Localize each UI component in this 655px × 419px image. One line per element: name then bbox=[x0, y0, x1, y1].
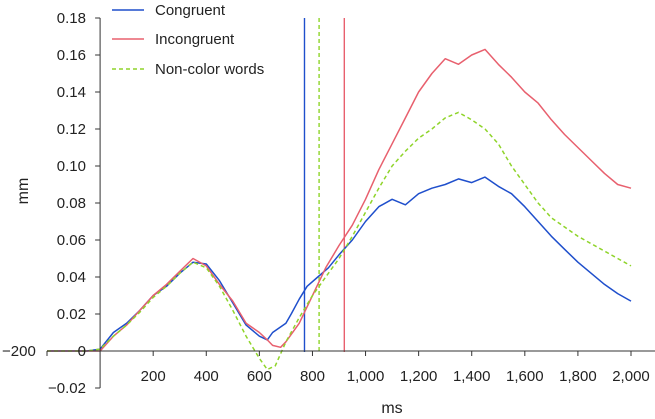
series-lines bbox=[47, 48, 632, 371]
legend: Congruent Incongruent Non-color words bbox=[112, 2, 264, 78]
x-tick-label: 400 bbox=[194, 368, 219, 385]
x-tick-label: −200 bbox=[2, 343, 36, 360]
x-axis-title: ms bbox=[381, 400, 402, 417]
x-tick-label: 2,000 bbox=[612, 368, 650, 385]
x-tick-label: 1,000 bbox=[347, 368, 385, 385]
x-tick-label: 600 bbox=[247, 368, 272, 385]
y-tick-label: 0.18 bbox=[57, 10, 86, 27]
axes: −200 200 400 600 800 1,000 1,200 1,400 1,600 1,80… bbox=[2, 10, 655, 417]
legend-label-non-color-words: Non-color words bbox=[155, 61, 264, 78]
y-tick-label: 0.02 bbox=[57, 306, 86, 323]
y-tick-label: 0 bbox=[78, 343, 86, 360]
plot-area bbox=[47, 18, 632, 371]
y-tick-label: 0.08 bbox=[57, 195, 86, 212]
legend-label-incongruent: Incongruent bbox=[155, 31, 235, 48]
x-tick-label: 1,600 bbox=[506, 368, 544, 385]
y-tick-label: 0.06 bbox=[57, 232, 86, 249]
y-tick-label: 0.10 bbox=[57, 158, 86, 175]
legend-label-congruent: Congruent bbox=[155, 2, 226, 19]
x-tick-label: 800 bbox=[300, 368, 325, 385]
legend-item-congruent: Congruent bbox=[112, 2, 226, 19]
y-tick-label: 0.04 bbox=[57, 269, 86, 286]
y-ticks: −0.02 0 0.02 0.04 0.06 0.08 0.10 0.12 0.14 0.16 0.… bbox=[48, 10, 101, 397]
y-tick-label: 0.16 bbox=[57, 47, 86, 64]
series-line-incongruent bbox=[47, 48, 632, 352]
y-tick-label: −0.02 bbox=[48, 380, 86, 397]
x-tick-label: 1,800 bbox=[559, 368, 597, 385]
series-line-congruent bbox=[47, 176, 632, 352]
legend-item-non-color-words: Non-color words bbox=[112, 61, 264, 78]
y-tick-label: 0.14 bbox=[57, 84, 86, 101]
x-ticks: −200 200 400 600 800 1,000 1,200 1,400 1,600 1,80… bbox=[2, 343, 650, 385]
x-tick-label: 1,200 bbox=[400, 368, 438, 385]
legend-item-incongruent: Incongruent bbox=[112, 31, 235, 48]
x-tick-label: 1,400 bbox=[453, 368, 491, 385]
x-tick-label: 200 bbox=[141, 368, 166, 385]
y-axis-title: mm bbox=[15, 178, 32, 205]
vertical-markers bbox=[303, 18, 346, 352]
y-tick-label: 0.12 bbox=[57, 121, 86, 138]
series-line-non-color-words bbox=[47, 111, 632, 371]
